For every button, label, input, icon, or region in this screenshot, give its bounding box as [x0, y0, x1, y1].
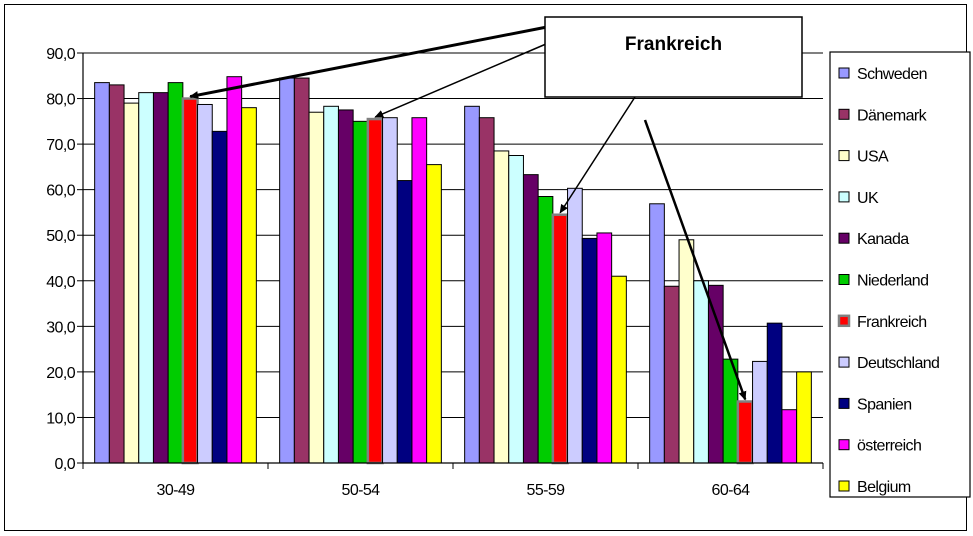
bar-frankreich-50-54: [366, 117, 384, 465]
bar-belgium-30-49: [241, 107, 257, 464]
bar-österreich-30-49: [226, 76, 243, 464]
bar-österreich-50-54: [411, 117, 428, 464]
bar-dänemark-60-64: [663, 285, 680, 464]
legend-swatch: [838, 108, 850, 120]
bar-belgium-60-64: [796, 371, 812, 464]
bar-schweden-55-59: [464, 105, 480, 464]
y-tick-label: 90,0: [46, 46, 75, 63]
annotation-arrow-55-59: [559, 96, 636, 214]
bar-niederland-55-59: [537, 196, 554, 464]
bar-schweden-60-64: [649, 203, 665, 464]
legend-label: USA: [857, 149, 889, 166]
bar-dänemark-55-59: [478, 117, 495, 464]
annotation-box: [544, 16, 803, 98]
bar-uk-55-59: [508, 155, 524, 464]
bar-spanien-30-49: [211, 130, 228, 464]
x-tick-label: 55-59: [527, 482, 566, 499]
bar-österreich-60-64: [781, 409, 798, 464]
bar-uk-50-54: [323, 105, 339, 464]
legend-swatch: [838, 274, 850, 285]
bar-usa-55-59: [493, 150, 510, 464]
bar-uk-60-64: [693, 280, 709, 464]
y-tick-label: 20,0: [46, 365, 75, 382]
y-tick-label: 70,0: [46, 137, 75, 154]
bar-frankreich-60-64: [736, 400, 754, 465]
bar-deutschland-60-64: [752, 360, 768, 464]
legend-swatch: [838, 67, 850, 79]
bar-spanien-55-59: [581, 237, 598, 464]
y-tick-label: 50,0: [46, 228, 75, 245]
bar-usa-30-49: [123, 102, 140, 464]
bar-belgium-55-59: [611, 275, 627, 464]
bar-kanada-50-54: [337, 109, 354, 464]
legend-label: Deutschland: [857, 355, 939, 372]
legend-label: Niederland: [857, 273, 928, 290]
legend-label: österreich: [857, 438, 921, 455]
y-tick-label: 80,0: [46, 92, 75, 109]
annotation-arrow-30-49: [189, 25, 548, 99]
legend-label: Spanien: [857, 396, 912, 413]
x-tick-label: 30-49: [157, 482, 196, 499]
annotation-label: Frankreich: [625, 34, 722, 55]
y-tick-label: 40,0: [46, 274, 75, 291]
bar-kanada-55-59: [522, 174, 539, 464]
y-tick-label: 60,0: [46, 183, 75, 200]
bar-uk-30-49: [138, 92, 154, 464]
legend-label: Frankreich: [857, 314, 927, 331]
bar-usa-50-54: [308, 111, 325, 464]
legend-swatch: [838, 397, 850, 409]
y-tick-label: 10,0: [46, 410, 75, 427]
legend-swatch: [838, 232, 850, 244]
bar-dänemark-30-49: [108, 84, 125, 464]
y-tick-label: 30,0: [46, 319, 75, 336]
legend-swatch: [838, 439, 850, 451]
legend-swatch: [838, 191, 850, 203]
bar-deutschland-30-49: [197, 103, 213, 464]
bar-niederland-30-49: [167, 82, 184, 464]
legend-swatch: [838, 356, 850, 368]
legend-label: Belgium: [857, 479, 911, 496]
bar-niederland-50-54: [352, 120, 369, 464]
x-tick-label: 50-54: [342, 482, 381, 499]
legend-box: [829, 51, 971, 498]
bar-spanien-50-54: [396, 180, 413, 464]
legend-swatch: [838, 480, 850, 492]
bar-österreich-55-59: [596, 232, 613, 464]
legend-swatch: [838, 150, 850, 162]
bar-belgium-50-54: [426, 164, 442, 464]
y-tick-label: 0,0: [55, 456, 76, 473]
legend-label: UK: [857, 190, 879, 207]
bar-usa-60-64: [678, 239, 695, 464]
annotation-arrow-60-64: [643, 119, 747, 401]
annotation-arrow-50-54: [374, 40, 554, 118]
bar-frankreich-30-49: [181, 97, 199, 465]
bar-dänemark-50-54: [293, 77, 310, 464]
bar-frankreich-55-59: [551, 213, 569, 465]
x-tick-label: 60-64: [712, 482, 751, 499]
legend-label: Schweden: [857, 66, 927, 83]
bar-kanada-60-64: [707, 284, 724, 464]
bar-spanien-60-64: [766, 322, 783, 464]
bar-deutschland-50-54: [382, 117, 398, 464]
bar-deutschland-55-59: [567, 187, 583, 464]
bar-schweden-50-54: [279, 77, 295, 464]
legend-label: Dänemark: [857, 107, 928, 124]
legend-label: Kanada: [857, 231, 909, 248]
bar-kanada-30-49: [152, 92, 169, 464]
bar-schweden-30-49: [94, 82, 110, 464]
legend-swatch: [837, 314, 851, 328]
